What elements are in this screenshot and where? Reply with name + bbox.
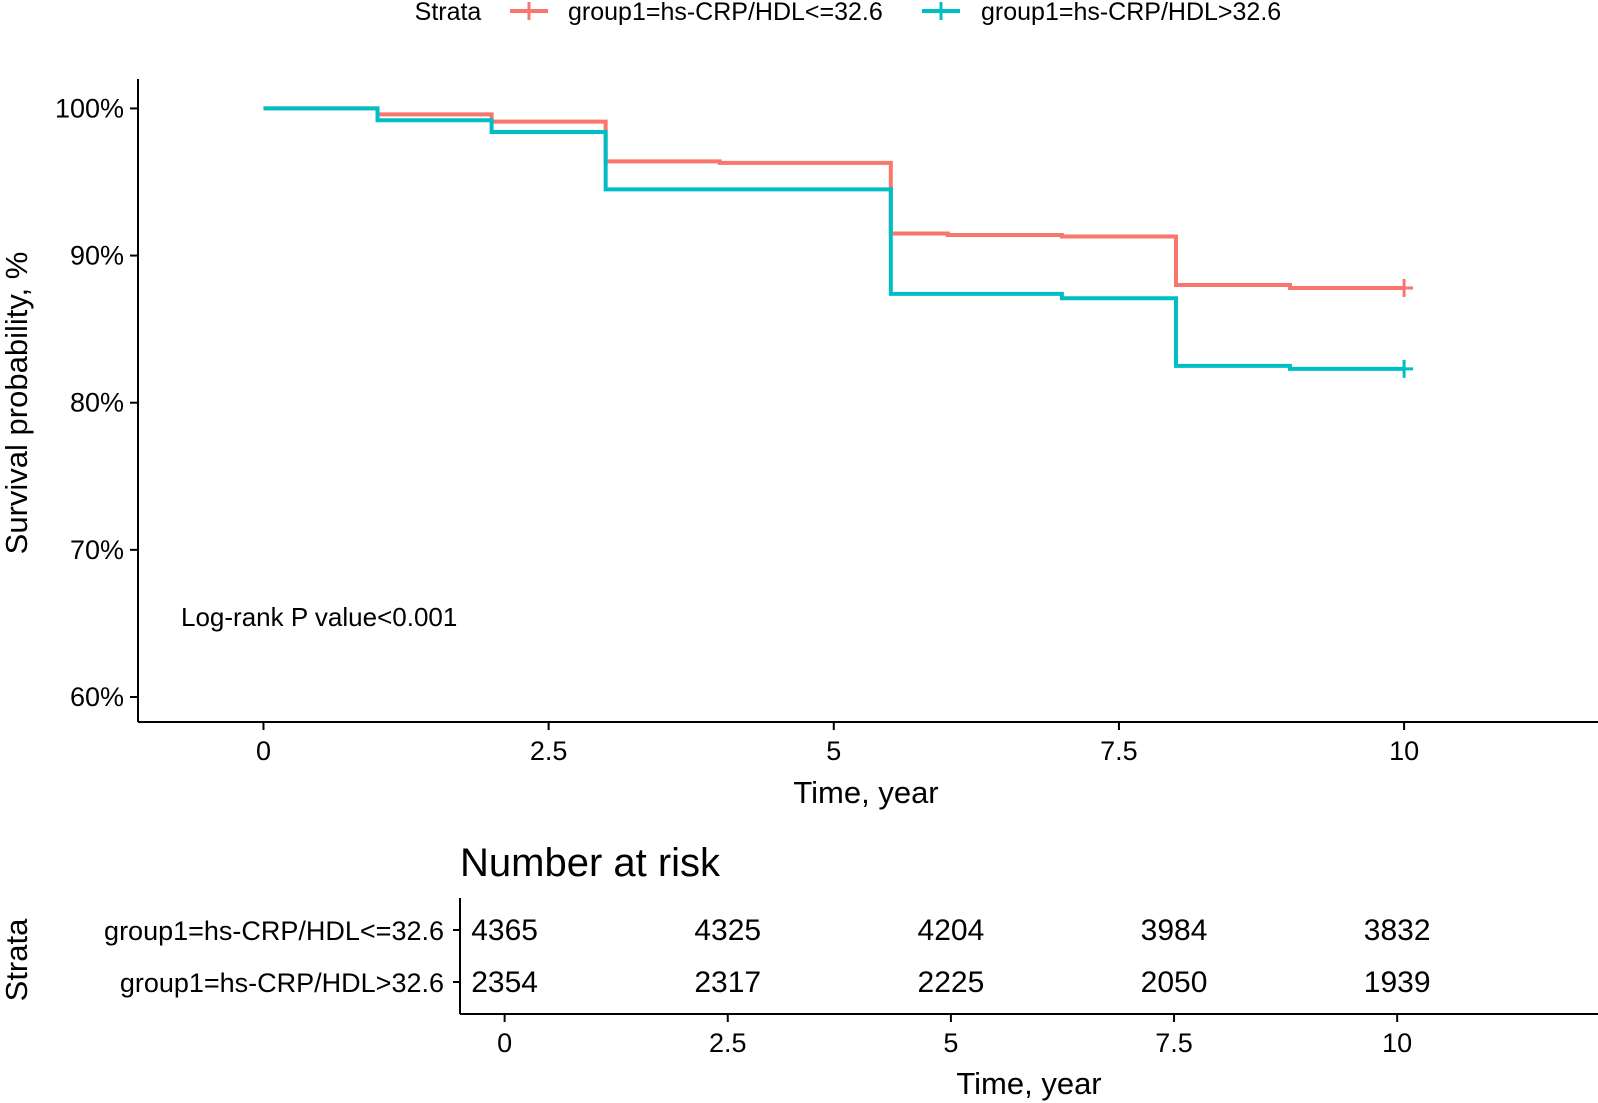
legend-key-group1-high (922, 2, 960, 20)
risk-table-x-axis: 0 2.5 5 7.5 10 (497, 1014, 1412, 1058)
risk-x-tick-label: 10 (1382, 1028, 1412, 1058)
risk-table-strata-label: Strata (0, 918, 34, 1001)
risk-count: 2050 (1141, 966, 1208, 999)
x-tick-label: 0 (256, 736, 271, 766)
x-tick-label: 10 (1389, 736, 1419, 766)
risk-table-cells: 4365 4325 4204 3984 3832 2354 2317 2225 2050 1939 (471, 914, 1430, 999)
risk-row-label-group1-high: group1=hs-CRP/HDL>32.6 (120, 968, 444, 998)
risk-x-tick-label: 2.5 (709, 1028, 747, 1058)
risk-count: 3984 (1141, 914, 1208, 947)
legend-title: Strata (415, 0, 482, 26)
risk-x-tick-label: 7.5 (1155, 1028, 1193, 1058)
y-tick-label: 100% (55, 93, 124, 123)
legend-key-group1-low (510, 2, 548, 20)
censor-mark (1395, 359, 1414, 378)
risk-x-tick-label: 0 (497, 1028, 512, 1058)
x-axis: 0 2.5 5 7.5 10 (256, 722, 1419, 766)
legend: Strata group1=hs-CRP/HDL<=32.6 group1=hs… (415, 0, 1282, 26)
survival-curve-group1-high (263, 106, 1405, 371)
y-tick-label: 90% (70, 241, 124, 271)
y-axis: 60% 70% 80% 90% 100% (55, 93, 138, 712)
risk-count: 3832 (1364, 914, 1431, 947)
risk-count: 4325 (694, 914, 761, 947)
risk-count: 2225 (918, 966, 985, 999)
risk-count: 1939 (1364, 966, 1431, 999)
risk-count: 4204 (918, 914, 985, 947)
risk-table-title: Number at risk (460, 841, 721, 885)
y-axis-title: Survival probability, % (0, 252, 34, 555)
risk-count: 4365 (471, 914, 538, 947)
risk-count: 2354 (471, 966, 538, 999)
y-tick-label: 60% (70, 682, 124, 712)
risk-x-tick-label: 5 (943, 1028, 958, 1058)
survival-curves (263, 106, 1414, 378)
survival-curve-group1-low (263, 106, 1405, 290)
risk-count: 2317 (694, 966, 761, 999)
risk-row-label-group1-low: group1=hs-CRP/HDL<=32.6 (104, 916, 444, 946)
y-tick-label: 70% (70, 535, 124, 565)
legend-label-group1-high: group1=hs-CRP/HDL>32.6 (981, 0, 1281, 26)
x-tick-label: 2.5 (530, 736, 568, 766)
survival-plot: 60% 70% 80% 90% 100% 0 2.5 5 7.5 10 Survival pro… (0, 79, 1598, 810)
risk-table-x-axis-title: Time, year (956, 1066, 1101, 1101)
x-tick-label: 5 (826, 736, 841, 766)
risk-table: Number at risk Strata group1=hs-CRP/HDL<… (0, 841, 1598, 1101)
censor-mark (1395, 278, 1414, 297)
y-tick-label: 80% (70, 388, 124, 418)
log-rank-annotation: Log-rank P value<0.001 (181, 602, 457, 632)
x-tick-label: 7.5 (1100, 736, 1138, 766)
x-axis-title: Time, year (793, 775, 938, 810)
legend-label-group1-low: group1=hs-CRP/HDL<=32.6 (568, 0, 883, 26)
